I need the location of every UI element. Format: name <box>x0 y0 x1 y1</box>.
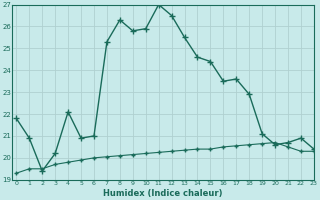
X-axis label: Humidex (Indice chaleur): Humidex (Indice chaleur) <box>103 189 223 198</box>
